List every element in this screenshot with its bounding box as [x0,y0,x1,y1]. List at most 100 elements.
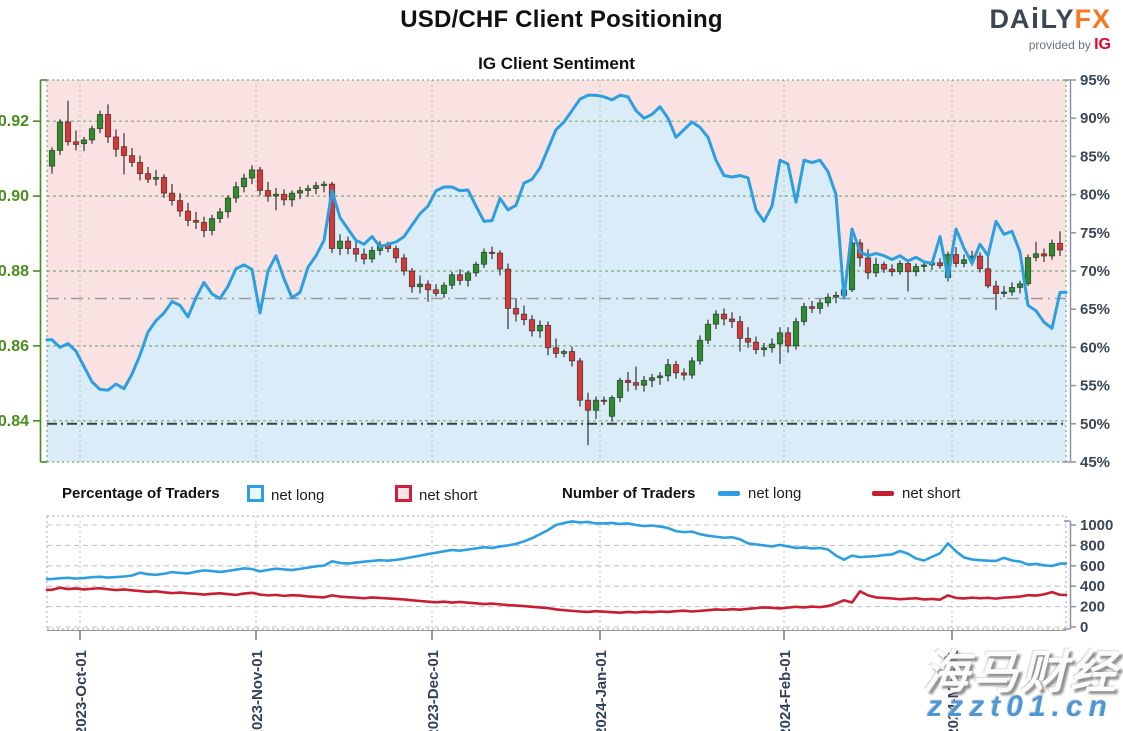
candlestick [232,186,240,199]
svg-text:60%: 60% [1080,339,1110,356]
candlestick [112,136,120,150]
candlestick [712,313,720,325]
svg-text:45%: 45% [1080,454,1110,471]
candlestick [616,379,624,398]
candlestick [736,321,744,339]
candlestick [368,250,376,260]
candlestick [456,274,464,281]
candlestick [656,375,664,379]
traders-net-long-line [45,520,1068,581]
candlestick [392,248,400,259]
price-axis: 0.92 0.90 0.88 0.86 0.84 [0,79,47,463]
candlestick [960,259,968,264]
candlestick [1056,242,1064,251]
candlestick [984,268,992,287]
candlestick [536,324,544,332]
count-axis: 1000 800 600 400 200 0 [1064,517,1113,636]
legend-num-title: Number of Traders [562,485,696,502]
candlestick [1008,287,1016,293]
svg-text:85%: 85% [1080,148,1110,165]
svg-text:200: 200 [1080,599,1105,616]
candlestick [96,114,104,130]
candlestick [176,200,184,212]
svg-text:1000: 1000 [1080,517,1113,534]
x-axis-label: 2023-Oct-01 [73,650,90,731]
legend-pct-net-short-label: net short [419,487,478,504]
candlestick [560,351,568,354]
candlestick [504,268,512,309]
candlestick [224,197,232,213]
candlestick [168,192,176,201]
candlestick [648,377,656,381]
candlestick [1000,291,1008,294]
candlestick [360,253,368,260]
svg-text:400: 400 [1080,578,1105,595]
candlestick [216,211,224,219]
candlestick [552,347,560,354]
traders-net-short-line [45,586,1068,615]
candlestick [776,332,784,345]
candlestick [688,360,696,376]
candlestick [640,379,648,386]
candlestick [344,240,352,249]
candlestick [488,251,496,254]
watermark-domain: zzzt01.cn [927,690,1113,723]
candlestick [48,150,56,167]
candlestick [104,114,112,138]
candlestick [320,183,328,187]
candlestick [608,397,616,417]
candlestick [752,341,760,351]
candlestick [1016,283,1024,288]
candlestick [544,324,552,349]
candlestick [848,242,856,291]
candlestick [912,266,920,273]
candlestick [160,176,168,194]
candlestick [152,176,160,180]
candlestick [680,372,688,376]
candlestick [512,308,520,315]
svg-text:0.88: 0.88 [0,263,29,280]
candlestick [296,190,304,194]
svg-text:75%: 75% [1080,225,1110,242]
legend-num-net-short: net short [872,485,960,502]
candlestick [264,190,272,197]
candlestick [888,268,896,273]
candlestick [1024,257,1032,285]
candlestick [696,339,704,362]
candlestick [1040,253,1048,257]
svg-text:600: 600 [1080,558,1105,575]
candlestick [784,332,792,347]
candlestick [632,382,640,386]
candlestick [272,193,280,197]
candlestick [88,128,96,141]
candlestick [80,139,88,145]
legend-num-net-long: net long [718,485,801,502]
candlestick [704,323,712,341]
provided-by-text: provided by [1028,38,1091,52]
candlestick [1032,253,1040,258]
svg-text:0.92: 0.92 [0,113,29,130]
candlestick [256,169,264,191]
candlestick [496,252,504,270]
candlestick [864,257,872,274]
svg-text:95%: 95% [1080,72,1110,89]
svg-text:0.86: 0.86 [0,338,29,355]
candlestick [872,263,880,274]
legend-pct-net-long-label: net long [271,487,325,504]
candlestick [304,188,312,191]
date-axis: 2023-Oct-01 2023-Nov-01 2023-Dec-01 2024-Ja… [47,630,1066,731]
candlestick [936,262,944,267]
legend-num-net-short-label: net short [902,485,961,502]
x-axis-label: 2024-Jan-01 [593,650,610,731]
candlestick [792,321,800,347]
x-axis-label: 2023-Nov-01 [249,650,266,731]
svg-text:50%: 50% [1080,416,1110,433]
candlestick [584,399,592,411]
candlestick [880,263,888,270]
net-short-dash-icon [872,491,894,496]
candlestick [592,399,600,411]
candlestick [200,221,208,231]
legend-num-net-long-label: net long [748,485,802,502]
x-axis-label: 2024-Mar-01 [945,650,962,731]
